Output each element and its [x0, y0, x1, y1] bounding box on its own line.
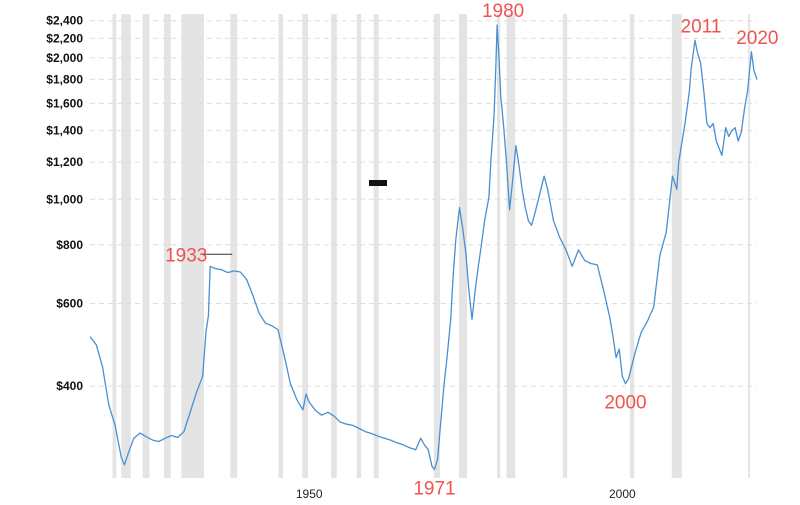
recession-bands	[112, 14, 751, 478]
recession-band	[142, 14, 150, 478]
y-tick-label: $2,000	[46, 51, 83, 65]
y-tick-label: $2,400	[46, 14, 83, 28]
y-tick-label: $1,400	[46, 124, 83, 138]
recession-band	[629, 14, 635, 478]
y-tick-label: $1,600	[46, 96, 83, 110]
recession-band	[230, 14, 238, 478]
legend-marker	[369, 180, 387, 186]
year-annotation: 2000	[604, 393, 646, 414]
recession-band	[121, 14, 131, 478]
x-axis-ticks: 1950 2000	[296, 487, 636, 501]
recession-band	[181, 14, 204, 478]
x-tick-label: 2000	[609, 487, 636, 501]
recession-band	[497, 14, 501, 478]
year-annotation: 2020	[736, 28, 778, 49]
recession-band	[671, 14, 682, 478]
recession-band	[356, 14, 362, 478]
recession-band	[331, 14, 337, 478]
year-annotation: 1971	[413, 478, 455, 499]
y-tick-label: $2,200	[46, 31, 83, 45]
price-series	[89, 24, 758, 471]
year-annotation: 1933	[165, 245, 207, 266]
recession-band	[163, 14, 171, 478]
recession-band	[278, 14, 283, 478]
y-tick-label: $1,000	[46, 192, 83, 206]
recession-band	[458, 14, 468, 478]
recession-band	[433, 14, 441, 478]
recession-band	[562, 14, 568, 478]
recession-band	[112, 14, 117, 478]
recession-band	[373, 14, 379, 478]
y-axis-ticks: $400 $600 $800 $1,000 $1,200 $1,400 $1,600 $1,8…	[46, 14, 83, 393]
y-tick-label: $600	[56, 296, 83, 310]
x-tick-label: 1950	[296, 487, 323, 501]
recession-band	[748, 14, 751, 478]
recession-band	[302, 14, 308, 478]
series-line	[89, 24, 758, 471]
y-tick-label: $800	[56, 238, 83, 252]
recession-band	[506, 14, 516, 478]
year-annotation: 1980	[482, 1, 524, 22]
year-annotations: 1933 1971 1980 2000 2011 2020	[165, 1, 778, 499]
year-annotation: 2011	[681, 16, 722, 37]
y-tick-label: $1,200	[46, 155, 83, 169]
y-tick-label: $400	[56, 379, 83, 393]
y-tick-label: $1,800	[46, 72, 83, 86]
y-gridlines	[90, 20, 757, 387]
